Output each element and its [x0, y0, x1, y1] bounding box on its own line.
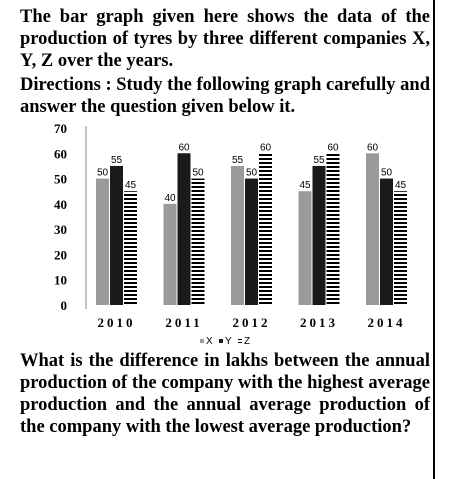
y-tick-label: 40	[54, 197, 67, 212]
data-label: 50	[246, 168, 258, 179]
data-label: 50	[381, 168, 393, 179]
bar-y-2011	[177, 153, 191, 305]
legend-label: Y	[225, 336, 232, 347]
bar-x-2012	[231, 165, 244, 305]
data-label: 45	[125, 180, 137, 191]
bar-z-2013	[326, 153, 340, 305]
legend-label: Z	[244, 336, 250, 347]
data-label: 60	[260, 142, 272, 153]
bar-y-2014	[380, 178, 393, 305]
data-label: 60	[367, 142, 379, 153]
data-label: 60	[178, 142, 190, 153]
bar-x-2010	[96, 178, 109, 305]
x-tick-label: 2012	[233, 315, 271, 330]
y-tick-label: 10	[54, 273, 67, 288]
y-tick-label: 60	[54, 146, 67, 161]
intro-paragraph: The bar graph given here shows the data …	[20, 7, 430, 71]
directions-paragraph: Directions : Study the following graph c…	[20, 75, 430, 117]
x-tick-label: 2010	[98, 315, 136, 330]
x-tick-label: 2013	[300, 315, 338, 330]
bar-x-2011	[163, 203, 177, 305]
y-tick-label: 0	[61, 298, 68, 313]
bar-z-2011	[191, 178, 205, 305]
data-label: 40	[164, 193, 176, 204]
data-label: 45	[299, 180, 311, 191]
bar-x-2014	[366, 153, 379, 305]
data-label: 55	[111, 155, 123, 166]
bar-z-2010	[124, 191, 137, 305]
y-tick-label: 70	[54, 121, 67, 136]
legend-label: X	[206, 336, 213, 347]
data-label: 50	[97, 168, 109, 179]
bar-z-2014	[394, 191, 407, 305]
y-tick-label: 30	[54, 222, 67, 237]
right-edge-rule	[433, 0, 435, 479]
bar-y-2013	[312, 165, 326, 305]
bar-z-2012	[259, 153, 272, 305]
question-paragraph: What is the difference in lakhs between …	[20, 351, 430, 437]
bar-y-2012	[245, 178, 258, 305]
legend-swatch-x	[200, 339, 204, 343]
legend-swatch-y	[219, 339, 223, 343]
legend-swatch-z	[238, 339, 242, 343]
data-label: 60	[327, 142, 339, 153]
x-tick-label: 2011	[165, 315, 202, 330]
x-tick-label: 2014	[368, 315, 406, 330]
bar-x-2013	[298, 191, 312, 305]
bar-y-2010	[110, 165, 123, 305]
data-label: 55	[313, 155, 325, 166]
data-label: 50	[192, 168, 204, 179]
data-label: 45	[395, 180, 407, 191]
data-label: 55	[232, 155, 244, 166]
y-tick-label: 50	[54, 172, 67, 187]
y-tick-label: 20	[54, 247, 67, 262]
